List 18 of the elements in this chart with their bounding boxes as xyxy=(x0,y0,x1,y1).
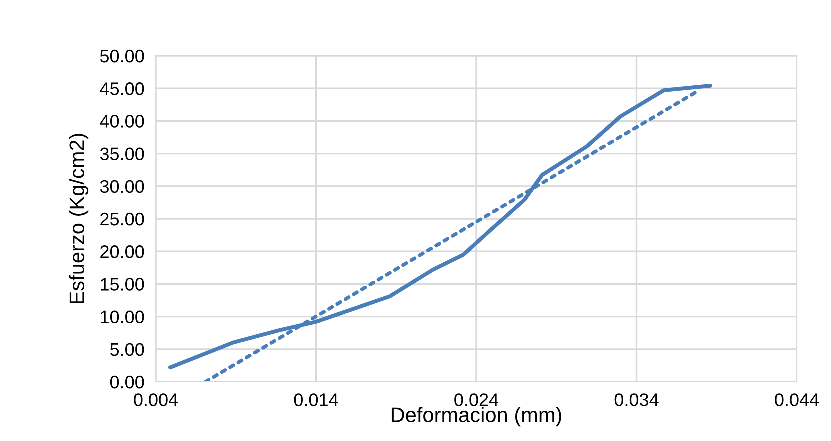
x-tick-label: 0.004 xyxy=(134,394,178,406)
y-tick-label: 5.00 xyxy=(110,343,144,356)
x-tick-label: 0.014 xyxy=(294,394,338,406)
y-tick-label: 15.00 xyxy=(101,278,144,291)
y-tick-label: 10.00 xyxy=(101,310,144,324)
y-tick-label: 0.00 xyxy=(110,376,144,389)
y-tick-label: 40.00 xyxy=(100,115,144,128)
x-tick-label: 0.034 xyxy=(614,394,659,406)
y-tick-label: 50.00 xyxy=(100,50,144,63)
x-tick-label: 0.044 xyxy=(775,394,820,406)
y-tick-label: 35.00 xyxy=(100,148,144,161)
y-tick-label: 25.00 xyxy=(100,212,144,226)
y-axis-title: Esfuerzo (Kg/cm2) xyxy=(69,134,89,304)
x-axis-title: Deformacion (mm) xyxy=(392,407,562,427)
x-tick-label: 0.024 xyxy=(454,394,499,406)
y-tick-label: 30.00 xyxy=(100,180,144,194)
y-tick-label: 20.00 xyxy=(100,246,144,258)
y-tick-label: 45.00 xyxy=(100,82,144,96)
